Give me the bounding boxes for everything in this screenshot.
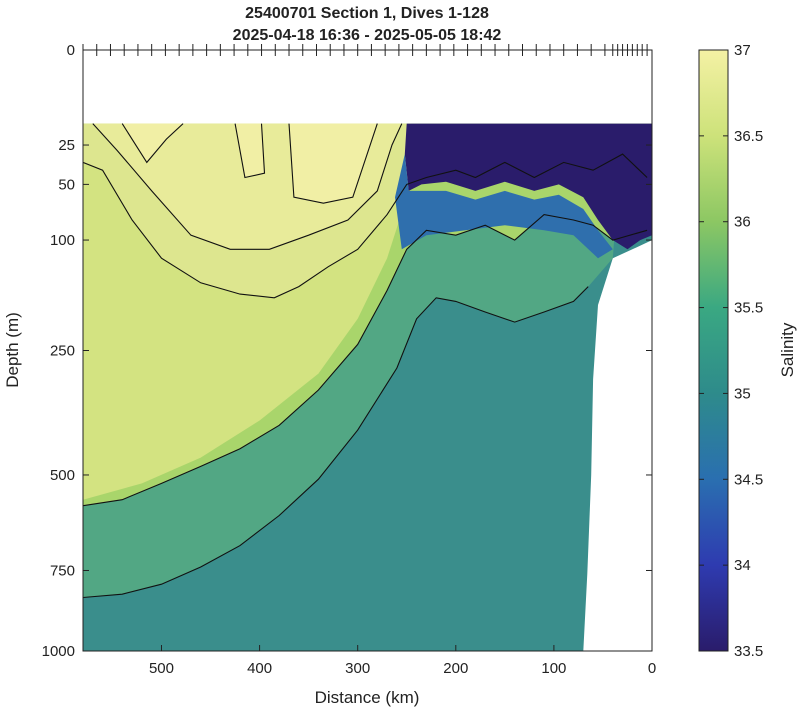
x-tick-label: 300 — [345, 660, 370, 677]
colorbar-ticks: 33.5 34 34.5 35 35.5 36 36.5 37 — [699, 42, 763, 660]
colorbar-tick-label: 33.5 — [734, 643, 763, 660]
y-tick-label: 750 — [50, 562, 75, 579]
x-tick-label: 0 — [648, 660, 656, 677]
field-36-8-core — [122, 123, 184, 163]
field-transition — [395, 154, 613, 259]
y-tick-label: 1000 — [42, 643, 75, 660]
field-fresh-surface — [404, 123, 652, 250]
x-tick-label: 500 — [149, 660, 174, 677]
contour-line — [83, 286, 589, 599]
salinity-field — [83, 123, 652, 651]
colorbar: 33.5 34 34.5 35 35.5 36 36.5 37 Salinity — [698, 42, 797, 660]
x-tick-label: 100 — [541, 660, 566, 677]
x-tick-label: 400 — [247, 660, 272, 677]
field-36-8-core — [289, 123, 378, 204]
y-tick-label: 500 — [50, 467, 75, 484]
contour-line — [83, 214, 648, 507]
y-tick-label: 0 — [67, 42, 75, 59]
colorbar-tick-label: 36.5 — [734, 128, 763, 145]
contour-line — [92, 123, 403, 250]
colorbar-tick-label: 35 — [734, 385, 751, 402]
y-axis: 0 25 50 100 250 500 750 1000 — [42, 42, 652, 660]
colorbar-tick-label: 35.5 — [734, 300, 763, 317]
contour-line — [288, 123, 378, 204]
salinity-contours — [83, 123, 648, 599]
x-tick-label: 200 — [443, 660, 468, 677]
y-tick-label: 25 — [58, 137, 75, 154]
x-axis-label: Distance (km) — [315, 688, 420, 707]
contour-line — [121, 123, 184, 164]
chart-title-line1: 25400701 Section 1, Dives 1-128 — [245, 5, 489, 22]
colorbar-label: Salinity — [778, 322, 797, 377]
contour-line — [83, 153, 648, 299]
colorbar-tick-label: 34.5 — [734, 471, 763, 488]
colorbar-tick-label: 37 — [734, 42, 751, 59]
contour-line — [234, 123, 266, 179]
y-tick-label: 100 — [50, 232, 75, 249]
colorbar-tick-label: 36 — [734, 214, 751, 231]
y-tick-label: 250 — [50, 343, 75, 360]
y-axis-label: Depth (m) — [3, 312, 22, 388]
y-tick-label: 50 — [58, 176, 75, 193]
dive-position-ticks — [82, 44, 652, 56]
colorbar-scale — [698, 49, 729, 652]
chart-title-line2: 2025-04-18 16:36 - 2025-05-05 18:42 — [233, 27, 502, 44]
colorbar-tick-label: 34 — [734, 557, 751, 574]
x-axis: 500 400 300 200 100 0 — [149, 645, 656, 677]
